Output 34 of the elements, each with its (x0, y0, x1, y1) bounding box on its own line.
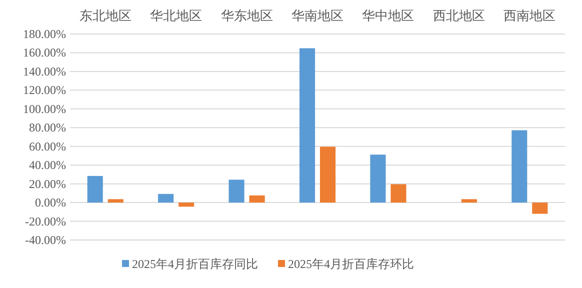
y-tick-label: 120.00% (23, 83, 66, 98)
x-tick-label: 东北地区 (79, 8, 132, 23)
y-tick-label: 80.00% (29, 120, 66, 135)
y-tick-label: 0.00% (35, 196, 66, 210)
y-tick-label: 20.00% (29, 176, 66, 191)
bar (178, 202, 194, 207)
bar (158, 194, 174, 203)
y-tick-label: -40.00% (25, 233, 66, 247)
y-tick-label: 180.00% (23, 27, 66, 41)
bar (228, 180, 244, 203)
bar (108, 199, 124, 203)
bar (320, 146, 336, 203)
legend-label: 2025年4月折百库存环比 (288, 257, 414, 271)
bar (370, 154, 386, 203)
x-tick-label: 西南地区 (504, 8, 556, 23)
bar (532, 202, 548, 214)
x-tick-label: 西北地区 (432, 8, 485, 23)
y-tick-label: 60.00% (29, 139, 66, 154)
bar (249, 195, 265, 203)
y-tick-label: 100.00% (23, 102, 66, 116)
bar (461, 199, 477, 203)
x-tick-label: 华北地区 (150, 8, 202, 23)
y-tick-label: -20.00% (25, 214, 66, 228)
y-tick-label: 40.00% (29, 158, 66, 172)
bar (299, 48, 316, 203)
x-tick-label: 华中地区 (362, 8, 414, 23)
bar (512, 130, 528, 203)
x-tick-label: 华南地区 (292, 8, 344, 23)
y-tick-label: 140.00% (23, 64, 66, 78)
y-tick-label: 160.00% (23, 46, 66, 60)
bar (390, 184, 406, 203)
legend-label: 2025年4月折百库存同比 (132, 257, 258, 271)
x-tick-label: 华东地区 (220, 8, 273, 23)
bar (87, 176, 103, 203)
